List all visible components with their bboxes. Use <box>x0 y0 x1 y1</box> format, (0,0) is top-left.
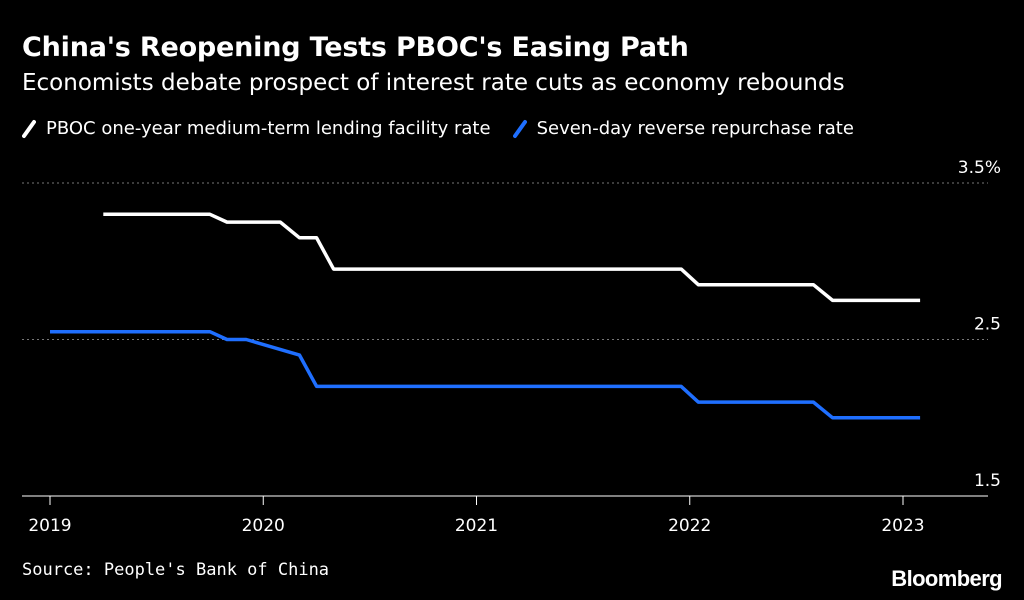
series-line-reverse-repo <box>50 329 921 420</box>
x-tick-label-2019: 2019 <box>28 516 71 536</box>
source-note: Source: People's Bank of China <box>22 560 330 580</box>
chart-title: China's Reopening Tests PBOC's Easing Pa… <box>22 32 689 63</box>
legend-item-reverse-repo: Seven-day reverse repurchase rate <box>512 118 854 139</box>
legend-label-reverse-repo: Seven-day reverse repurchase rate <box>536 118 854 139</box>
chart-subtitle: Economists debate prospect of interest r… <box>22 70 845 96</box>
x-tick-label-2023: 2023 <box>881 516 924 536</box>
legend-label-mlf: PBOC one-year medium-term lending facili… <box>46 118 491 139</box>
bloomberg-logo: Bloomberg <box>891 566 1002 591</box>
y-tick-label-3-5: 3.5% <box>958 158 1001 178</box>
legend-swatch-mlf <box>22 119 36 138</box>
series-line-mlf <box>103 212 921 303</box>
y-tick-label-2-5: 2.5 <box>974 315 1001 335</box>
x-tick-label-2022: 2022 <box>668 516 711 536</box>
legend-swatch-reverse-repo <box>512 119 527 138</box>
y-tick-label-1-5: 1.5 <box>974 471 1001 491</box>
x-tick-label-2020: 2020 <box>242 516 285 536</box>
x-tick-label-2021: 2021 <box>455 516 498 536</box>
legend-item-mlf: PBOC one-year medium-term lending facili… <box>22 118 491 139</box>
legend: PBOC one-year medium-term lending facili… <box>22 118 876 139</box>
